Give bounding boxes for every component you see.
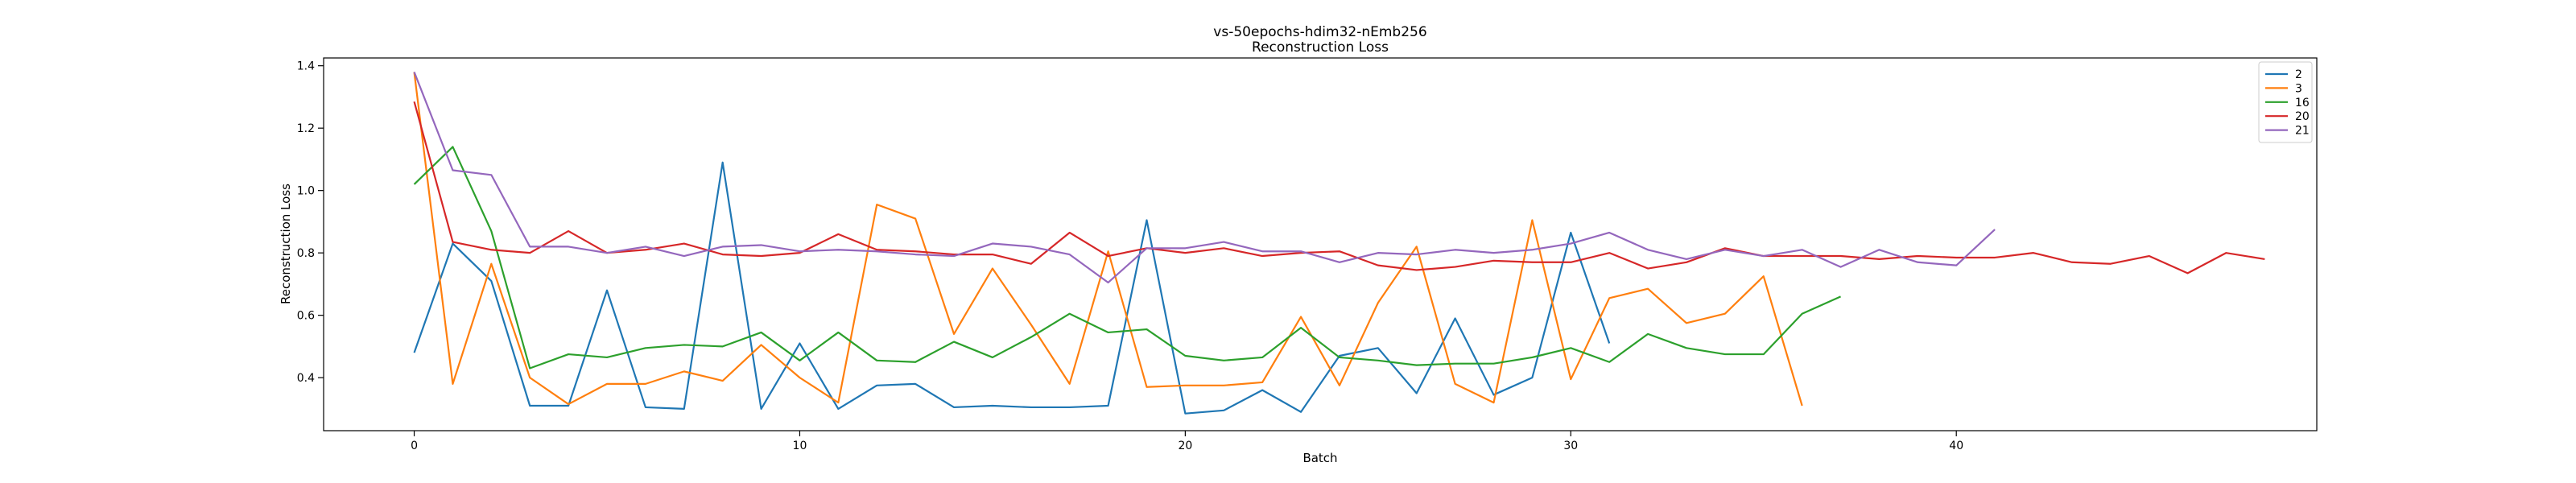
y-tick-label: 0.6 [297, 310, 315, 323]
x-tick-label: 40 [1949, 440, 1963, 452]
legend-label-3: 3 [2295, 82, 2302, 95]
legend-label-16: 16 [2295, 97, 2310, 109]
series-line-21 [413, 72, 1996, 284]
series-line-16 [413, 146, 1841, 369]
x-tick-label: 10 [793, 440, 807, 452]
x-axis-label: Batch [1302, 451, 1337, 465]
series-line-2 [413, 161, 1611, 415]
y-tick-label: 1.2 [297, 122, 315, 135]
legend-label-20: 20 [2295, 110, 2310, 123]
x-tick-label: 30 [1563, 440, 1578, 452]
series-line-3 [413, 72, 1803, 407]
series-lines [413, 72, 2265, 415]
y-tick-label: 1.4 [297, 60, 315, 73]
plot-area-frame [323, 57, 2318, 431]
y-tick-label: 0.8 [297, 247, 315, 260]
series-line-20 [413, 101, 2265, 275]
y-tick-label: 1.0 [297, 185, 315, 198]
chart-subtitle: Reconstruction Loss [1252, 39, 1389, 56]
legend-label-2: 2 [2295, 68, 2302, 81]
x-tick-label: 20 [1178, 440, 1192, 452]
x-axis: 0 10 20 30 40 [411, 431, 1963, 452]
legend-label-21: 21 [2295, 125, 2310, 138]
y-axis: 0.4 0.6 0.8 1.0 1.2 1.4 [297, 60, 324, 385]
x-tick-label: 0 [411, 440, 418, 452]
chart-title: vs-50epochs-hdim32-nEmb256 [1213, 24, 1426, 40]
y-tick-label: 0.4 [297, 372, 315, 385]
y-axis-label: Reconstruction Loss [279, 184, 293, 304]
